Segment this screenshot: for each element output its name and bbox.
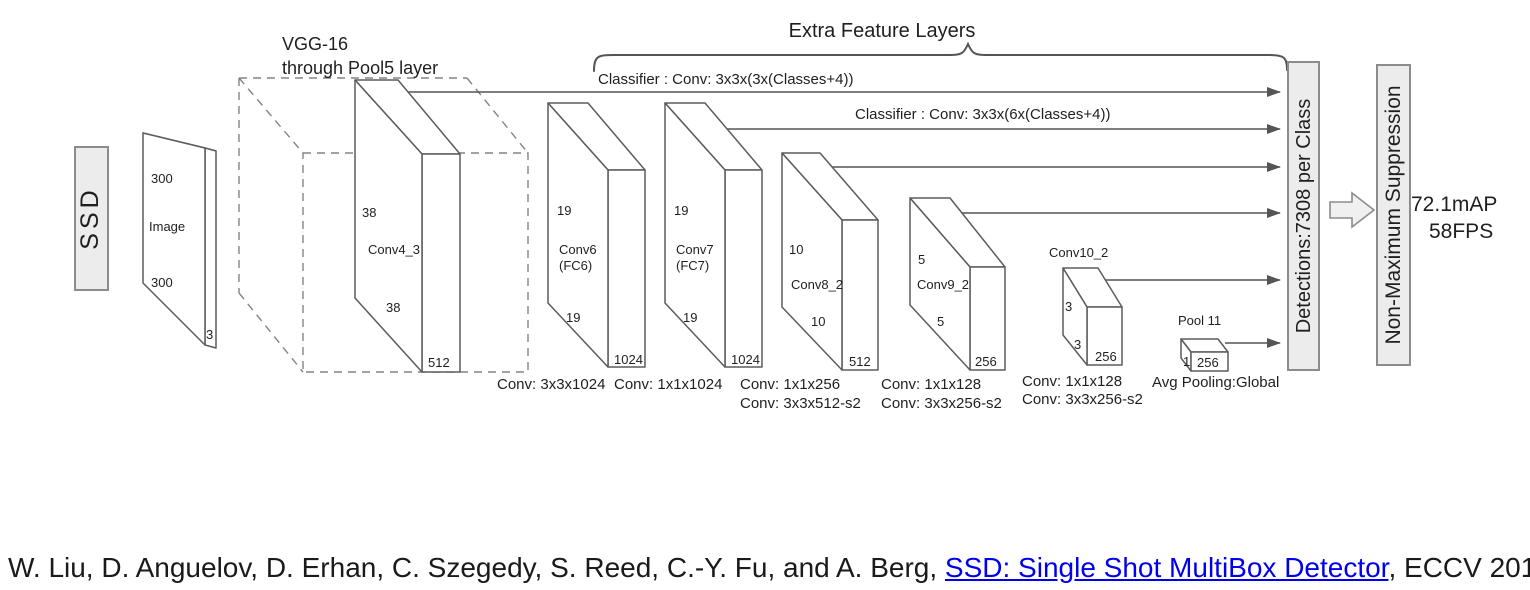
citation: W. Liu, D. Anguelov, D. Erhan, C. Szeged… — [8, 552, 1530, 584]
image-width-label: 300 — [151, 275, 173, 290]
conv8_2-name: Conv8_2 — [791, 277, 843, 292]
citation-prefix: W. Liu, D. Anguelov, D. Erhan, C. Szeged… — [8, 552, 945, 583]
conv9_2-op1: Conv: 1x1x128 — [881, 376, 981, 393]
conv7-slab: 19 Conv7 (FC7) 19 1024 — [664, 102, 763, 368]
conv8_2-op2: Conv: 3x3x512-s2 — [740, 395, 861, 412]
conv10_2-h: 3 — [1065, 299, 1072, 314]
conv6-slab: 19 Conv6 (FC6) 19 1024 — [547, 102, 646, 368]
conv9_2-h: 5 — [918, 252, 925, 267]
conv6-op: Conv: 3x3x1024 — [497, 376, 605, 393]
conv6-h: 19 — [557, 203, 571, 218]
conv9_2-w: 5 — [937, 314, 944, 329]
conv7-c: 1024 — [731, 352, 760, 367]
image-height-label: 300 — [151, 171, 173, 186]
extra-feature-layers-brace — [593, 41, 1288, 72]
nms-box: Non-Maximum Suppression — [1376, 64, 1411, 366]
conv8_2-op1: Conv: 1x1x256 — [740, 376, 840, 393]
result-fps: 58FPS — [1429, 220, 1493, 243]
conv6-c: 1024 — [614, 352, 643, 367]
conv10_2-op1: Conv: 1x1x128 — [1022, 373, 1122, 390]
conv9_2-slab: 5 Conv9_2 5 256 — [909, 197, 1006, 371]
conv7-w: 19 — [683, 310, 697, 325]
pool11-c: 256 — [1197, 355, 1219, 370]
conv7-alias: (FC7) — [676, 258, 709, 273]
conv8_2-slab: 10 Conv8_2 10 512 — [781, 152, 879, 371]
conv8_2-w: 10 — [811, 314, 825, 329]
image-label: Image — [149, 219, 185, 234]
conv4_3-h: 38 — [362, 205, 376, 220]
conv10_2-c: 256 — [1095, 349, 1117, 364]
conv6-name: Conv6 — [559, 242, 597, 257]
block-arrow-icon — [1329, 191, 1376, 229]
detections-box: Detections:7308 per Class — [1287, 61, 1320, 371]
ssd-architecture-diagram: SSD 300 Image 300 3 VGG-16 through Pool5… — [74, 20, 1497, 412]
conv7-h: 19 — [674, 203, 688, 218]
extra-feature-layers-title: Extra Feature Layers — [789, 20, 976, 42]
conv6-alias: (FC6) — [559, 258, 592, 273]
classifier1-label: Classifier : Conv: 3x3x(3x(Classes+4)) — [598, 71, 854, 88]
vgg-title-line1: VGG-16 — [282, 34, 348, 54]
pool11-op: Avg Pooling:Global — [1152, 374, 1279, 391]
conv10_2-w: 3 — [1074, 337, 1081, 352]
pool11-box: Pool 11 1 256 — [1178, 313, 1229, 372]
result-map: 72.1mAP — [1411, 193, 1497, 216]
nms-label: Non-Maximum Suppression — [1382, 85, 1405, 344]
citation-link[interactable]: SSD: Single Shot MultiBox Detector — [944, 552, 1389, 583]
vgg-title-line2: through Pool5 layer — [282, 58, 438, 78]
conv9_2-name: Conv9_2 — [917, 277, 969, 292]
ssd-label-box: SSD — [74, 146, 109, 291]
conv4_3-c: 512 — [428, 355, 450, 370]
layer-op-labels: Conv: 3x3x1024 Conv: 1x1x1024 Conv: 1x1x… — [497, 373, 1279, 412]
conv6-w: 19 — [566, 310, 580, 325]
image-channels-label: 3 — [206, 327, 213, 342]
conv7-op: Conv: 1x1x1024 — [614, 376, 722, 393]
conv8_2-h: 10 — [789, 242, 803, 257]
conv10_2-name: Conv10_2 — [1049, 245, 1108, 260]
classifier2-label: Classifier : Conv: 3x3x(6x(Classes+4)) — [855, 106, 1111, 123]
feature-arrows — [408, 87, 1281, 348]
pool11-name: Pool 11 — [1178, 313, 1221, 328]
conv4_3-w: 38 — [386, 300, 400, 315]
detections-label: Detections:7308 per Class — [1293, 99, 1315, 334]
conv4_3-name: Conv4_3 — [368, 242, 420, 257]
conv8_2-c: 512 — [849, 354, 871, 369]
conv9_2-c: 256 — [975, 354, 997, 369]
conv9_2-op2: Conv: 3x3x256-s2 — [881, 395, 1002, 412]
input-image-slab: 300 Image 300 3 — [142, 132, 217, 349]
conv4_3-slab: 38 Conv4_3 38 512 — [354, 79, 461, 373]
conv7-name: Conv7 — [676, 242, 714, 257]
conv10_2-slab: Conv10_2 3 3 256 — [1049, 245, 1123, 366]
conv10_2-op2: Conv: 3x3x256-s2 — [1022, 391, 1143, 408]
pool11-h: 1 — [1183, 354, 1190, 369]
citation-suffix: , ECCV 2016 — [1388, 552, 1530, 583]
ssd-label: SSD — [76, 186, 104, 249]
